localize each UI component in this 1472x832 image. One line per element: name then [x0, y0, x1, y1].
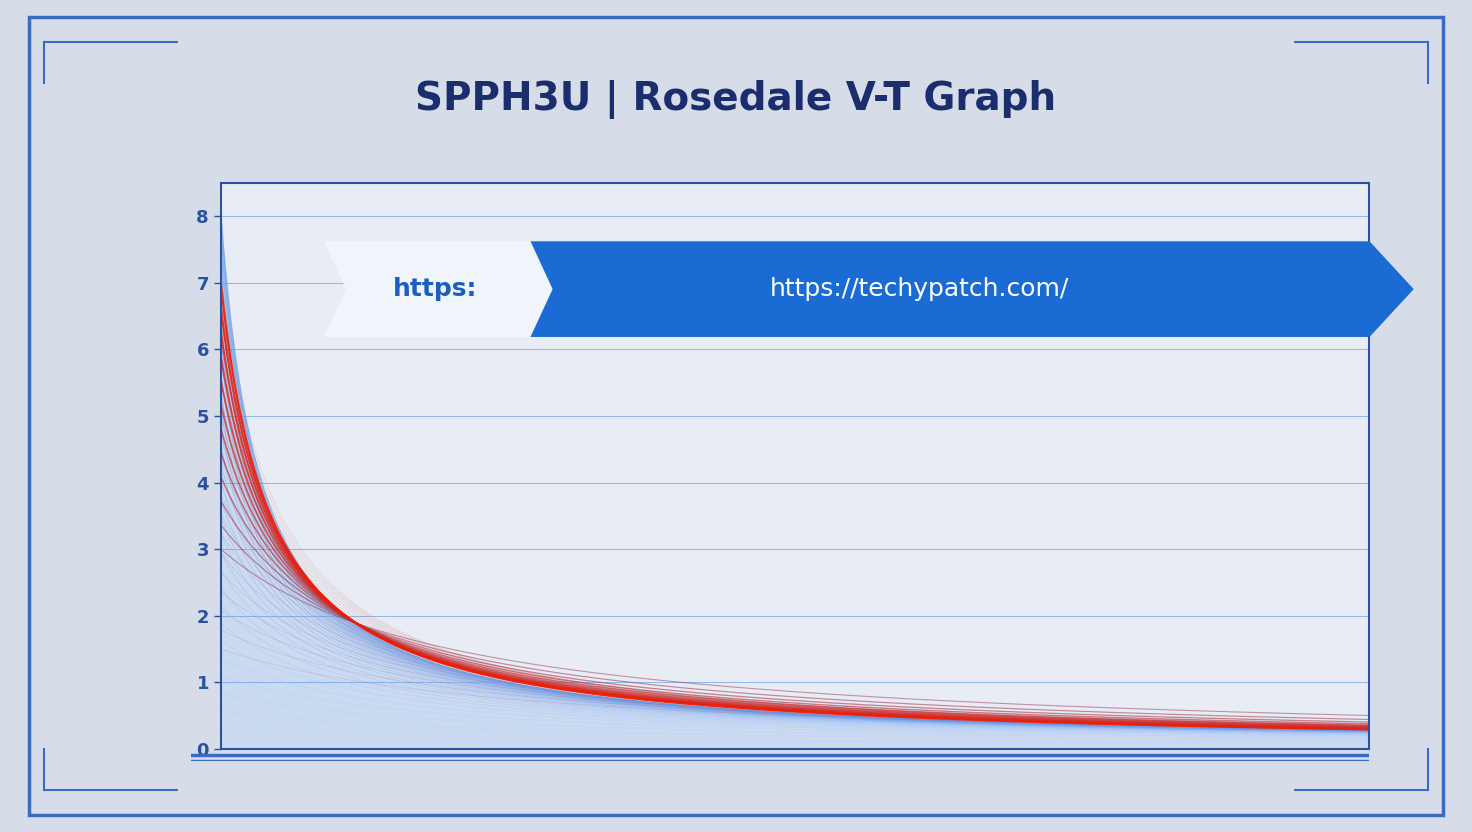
Text: SPPH3U | Rosedale V-T Graph: SPPH3U | Rosedale V-T Graph [415, 81, 1057, 119]
Text: https:: https: [393, 277, 477, 301]
Text: https://techypatch.com/: https://techypatch.com/ [770, 277, 1069, 301]
